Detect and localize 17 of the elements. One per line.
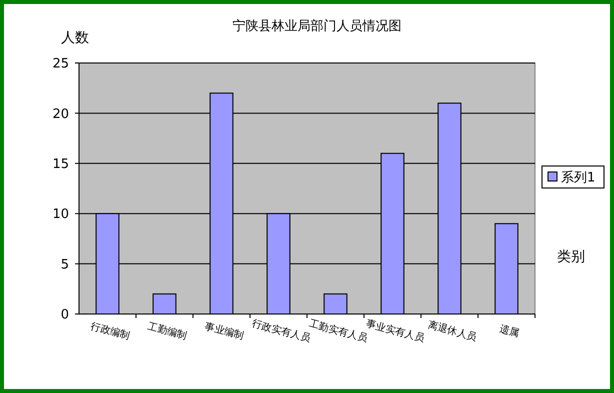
y-tick-label: 0 <box>60 308 69 323</box>
legend-label: 系列1 <box>561 170 596 186</box>
x-tick-label: 离退休人员 <box>426 318 478 344</box>
y-tick-label: 10 <box>52 207 69 222</box>
x-tick-label: 工勤编制 <box>146 320 188 342</box>
y-tick-label: 5 <box>60 257 69 272</box>
x-tick-label: 行政编制 <box>89 320 132 342</box>
y-tick-label: 15 <box>52 156 69 172</box>
bar <box>152 293 176 314</box>
x-axis-title: 类别 <box>557 249 585 265</box>
y-tick-label: 25 <box>52 56 69 72</box>
chart-title: 宁陕县林业局部门人员情况图 <box>232 18 402 34</box>
bar <box>324 293 348 314</box>
x-tick-label: 事业编制 <box>203 320 246 342</box>
y-axis-title: 人数 <box>61 30 89 46</box>
y-tick-label: 20 <box>52 106 69 122</box>
x-tick-label: 遗属 <box>498 322 520 340</box>
